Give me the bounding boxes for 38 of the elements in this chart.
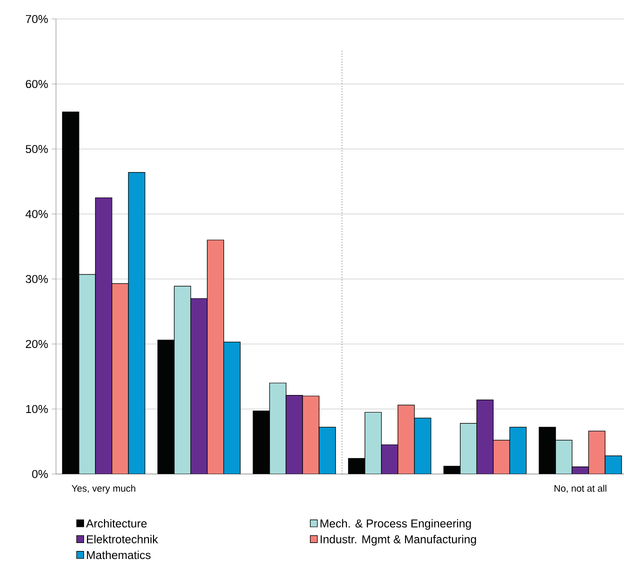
bar bbox=[414, 418, 432, 474]
y-tick-label: 40% bbox=[26, 210, 48, 218]
bar bbox=[174, 286, 192, 474]
bar bbox=[269, 382, 286, 474]
bar bbox=[381, 444, 398, 474]
y-tick-label: 30% bbox=[26, 274, 48, 284]
bar bbox=[78, 274, 96, 474]
bar bbox=[190, 298, 208, 474]
y-tick-label: 10% bbox=[26, 404, 48, 414]
bar bbox=[286, 395, 303, 474]
bar bbox=[509, 426, 527, 474]
bar bbox=[476, 400, 494, 474]
bar bbox=[206, 240, 224, 474]
bar bbox=[398, 404, 415, 474]
bar bbox=[604, 456, 622, 474]
y-tick-label: 0% bbox=[32, 470, 48, 478]
bar bbox=[95, 197, 112, 474]
bar bbox=[588, 430, 606, 474]
legend-label: Architecture bbox=[86, 519, 147, 528]
x-tick-label: Yes, very much bbox=[72, 484, 136, 494]
y-tick-label: 70% bbox=[26, 14, 48, 24]
bar bbox=[318, 426, 336, 474]
bar bbox=[492, 440, 510, 474]
x-tick-label: No, not at all bbox=[554, 484, 606, 493]
bar bbox=[364, 412, 382, 474]
y-tick-label: 20% bbox=[26, 340, 48, 348]
legend-label: Mech. & Process Engineering bbox=[320, 519, 471, 530]
legend-label: Industr. Mgmt & Manufacturing bbox=[320, 534, 476, 546]
legend-label: Mathematics bbox=[86, 550, 151, 560]
bar bbox=[460, 423, 478, 474]
y-tick-label: 50% bbox=[26, 144, 48, 154]
bar bbox=[555, 440, 572, 474]
bar bbox=[302, 396, 320, 474]
bar bbox=[223, 342, 241, 474]
bar bbox=[128, 172, 146, 474]
legend-label: Elektrotechnik bbox=[86, 534, 158, 544]
bar bbox=[112, 283, 129, 474]
y-tick-label: 60% bbox=[26, 80, 48, 88]
